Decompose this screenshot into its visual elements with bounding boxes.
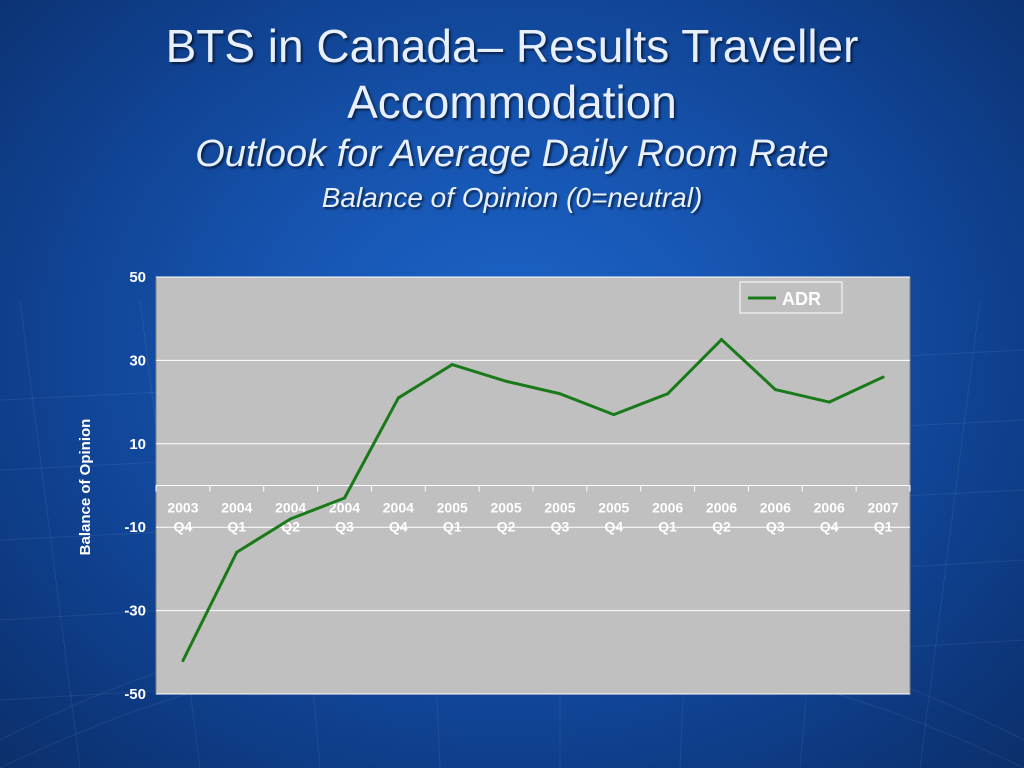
data-point-adr (827, 400, 831, 404)
data-point-adr (773, 388, 777, 392)
data-point-adr (666, 392, 670, 396)
legend-label-adr: ADR (782, 289, 821, 309)
x-tick-label: 2004 Q3 (329, 500, 360, 535)
x-tick-label: 2005 Q1 (437, 500, 468, 535)
y-axis-ticks: 50 30 10 -10 -30 -50 (124, 269, 146, 703)
data-point-adr (558, 392, 562, 396)
x-tick-label: 2005 Q3 (544, 500, 575, 535)
slide-title-block: BTS in Canada– Results Traveller Accommo… (0, 18, 1024, 218)
x-tick-label: 2006 Q2 (706, 500, 737, 535)
gridlines (155, 276, 911, 695)
y-tick-label: -10 (124, 519, 146, 536)
x-tick-label: 2005 Q4 (598, 500, 629, 535)
data-point-adr (343, 496, 346, 500)
data-point-adr (612, 413, 616, 417)
y-tick-label: -30 (124, 603, 146, 620)
data-point-adr (504, 379, 508, 383)
data-point-adr (396, 396, 400, 400)
slide-subtitle: Outlook for Average Daily Room Rate (195, 133, 829, 175)
y-axis-title: Balance of Opinion (77, 419, 94, 556)
x-tick-label: 2005 Q2 (490, 500, 521, 535)
x-tick-label: 2004 Q2 (275, 500, 306, 535)
slide-title: BTS in Canada– Results Traveller Accommo… (165, 20, 859, 128)
data-point-adr (181, 659, 185, 663)
x-tick-label: 2004 Q4 (383, 500, 414, 535)
x-tick-label: 2006 Q4 (814, 500, 845, 535)
y-tick-label: 10 (129, 436, 146, 453)
legend-box (739, 281, 843, 314)
x-tick-label: 2004 Q1 (221, 500, 252, 535)
slide-subsubtitle: Balance of Opinion (0=neutral) (321, 182, 703, 213)
data-point-adr (289, 517, 293, 521)
series-layer (181, 338, 885, 663)
y-tick-label: 30 (129, 352, 146, 369)
x-tick-label: 2003 Q4 (167, 500, 198, 535)
data-point-adr (450, 363, 454, 367)
x-tick-label: 2006 Q1 (652, 500, 683, 535)
y-tick-label: 50 (129, 269, 146, 286)
series-line-adr (181, 338, 884, 662)
data-point-adr (235, 550, 239, 554)
y-tick-label: -50 (124, 686, 146, 703)
x-tick-label: 2006 Q3 (760, 500, 791, 535)
x-tick-label: 2007 Q1 (867, 500, 898, 535)
x-axis-ticks: 2003 Q4 2004 Q1 2004 Q2 2004 Q3 2004 Q4 2005 Q1 2005… (167, 500, 899, 535)
data-point-adr (720, 338, 723, 342)
data-point-adr (881, 375, 885, 379)
legend: ADR (739, 281, 843, 314)
